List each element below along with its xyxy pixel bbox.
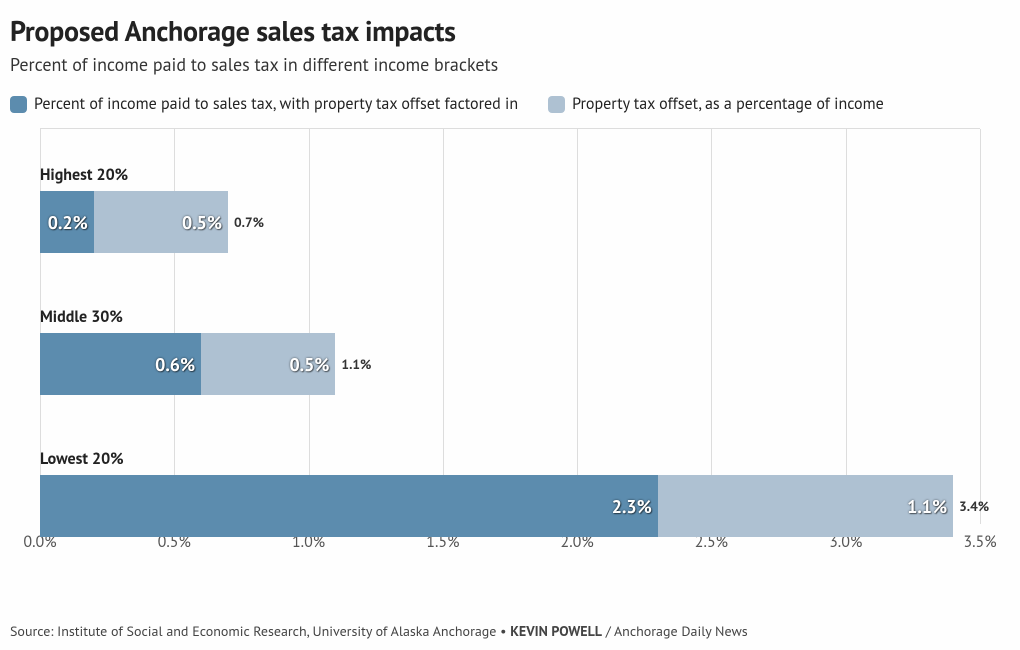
legend-label-series2: Property tax offset, as a percentage of … [572, 94, 884, 114]
chart-area: 0.0%0.5%1.0%1.5%2.0%2.5%3.0%3.5%Highest … [30, 128, 1000, 558]
chart-title: Proposed Anchorage sales tax impacts [10, 12, 1010, 49]
figure-container: { "title": "Proposed Anchorage sales tax… [0, 0, 1020, 650]
bar-total-label: 3.4% [959, 497, 989, 515]
category-label: Highest 20% [40, 165, 980, 185]
bar-total-label: 1.1% [341, 355, 371, 373]
credit-prefix: Source: Institute of Social and Economic… [10, 622, 510, 640]
bar-row: Highest 20% 0.2%0.5%0.7% [40, 165, 980, 253]
legend-item-series2: Property tax offset, as a percentage of … [548, 94, 884, 114]
gridline [980, 129, 981, 524]
plot-area: 0.0%0.5%1.0%1.5%2.0%2.5%3.0%3.5%Highest … [40, 128, 980, 524]
bar-row: Lowest 20% 2.3%1.1%3.4% [40, 449, 980, 537]
legend-label-series1: Percent of income paid to sales tax, wit… [34, 94, 518, 114]
category-label: Lowest 20% [40, 449, 980, 469]
legend: Percent of income paid to sales tax, wit… [10, 94, 1010, 114]
bar-stack: 0.2%0.5%0.7% [40, 191, 980, 253]
category-label: Middle 30% [40, 307, 980, 327]
bar-stack: 0.6%0.5%1.1% [40, 333, 980, 395]
credit-suffix: / Anchorage Daily News [602, 622, 748, 640]
legend-swatch-series1 [10, 96, 27, 113]
legend-swatch-series2 [548, 96, 565, 113]
credit-line: Source: Institute of Social and Economic… [10, 622, 748, 640]
bar-row: Middle 30% 0.6%0.5%1.1% [40, 307, 980, 395]
legend-item-series1: Percent of income paid to sales tax, wit… [10, 94, 518, 114]
chart-subtitle: Percent of income paid to sales tax in d… [10, 53, 1010, 76]
credit-author: KEVIN POWELL [510, 622, 602, 640]
bar-stack: 2.3%1.1%3.4% [40, 475, 980, 537]
bar-total-label: 0.7% [234, 213, 264, 231]
